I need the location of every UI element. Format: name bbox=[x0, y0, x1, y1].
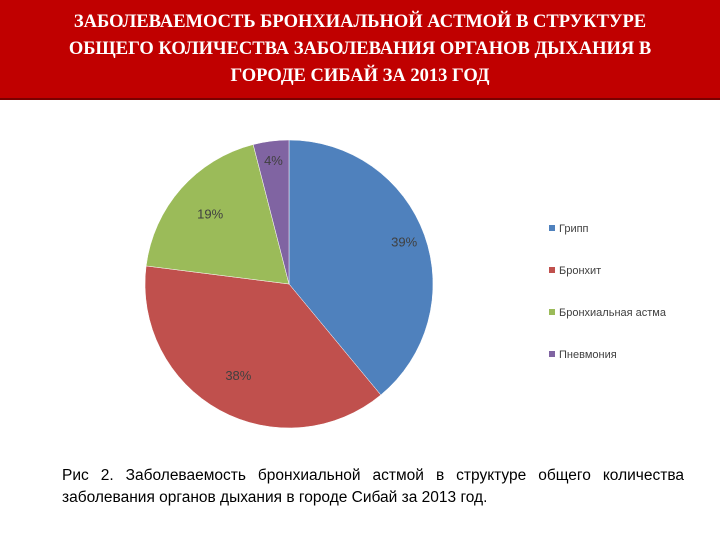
slice-label-bronchial-asthma: 19% bbox=[197, 206, 223, 221]
slice-label-pneumonia: 4% bbox=[264, 153, 283, 168]
slice-label-bronchitis: 38% bbox=[225, 368, 251, 383]
pie-slice-bronchial-asthma bbox=[145, 144, 290, 285]
legend-swatch-flu bbox=[549, 225, 555, 231]
pie-slice-bronchitis bbox=[144, 265, 382, 429]
legend-label-pneumonia: Пневмония bbox=[559, 349, 617, 361]
pie-slices bbox=[144, 139, 434, 429]
pie-slice-flu bbox=[288, 139, 434, 396]
legend-label-flu: Грипп bbox=[559, 223, 589, 235]
chart-legend: Грипп Бронхит Бронхиальная астма Пневмония bbox=[549, 223, 667, 361]
pie-chart: 39% 38% 19% 4% Грипп Бронхит Бронхиальная аст… bbox=[144, 139, 667, 429]
legend-swatch-bronchial-asthma bbox=[549, 309, 555, 315]
legend-label-bronchial-asthma: Бронхиальная астма bbox=[559, 307, 667, 319]
legend-swatch-pneumonia bbox=[549, 351, 555, 357]
legend-swatch-bronchitis bbox=[549, 267, 555, 273]
slice-label-flu: 39% bbox=[391, 235, 417, 250]
figure-caption: Рис 2. Заболеваемость бронхиальной астмо… bbox=[62, 467, 684, 506]
legend-label-bronchitis: Бронхит bbox=[559, 265, 601, 277]
page-title: ЗАБОЛЕВАЕМОСТЬ БРОНХИАЛЬНОЙ АСТМОЙ В СТР… bbox=[68, 11, 652, 86]
chart-area: 39% 38% 19% 4% Грипп Бронхит Бронхиальная аст… bbox=[0, 100, 720, 452]
pie-slice-pneumonia bbox=[252, 139, 290, 285]
title-banner: ЗАБОЛЕВАЕМОСТЬ БРОНХИАЛЬНОЙ АСТМОЙ В СТР… bbox=[0, 0, 720, 100]
pie-slice-labels: 39% 38% 19% 4% bbox=[197, 153, 417, 383]
